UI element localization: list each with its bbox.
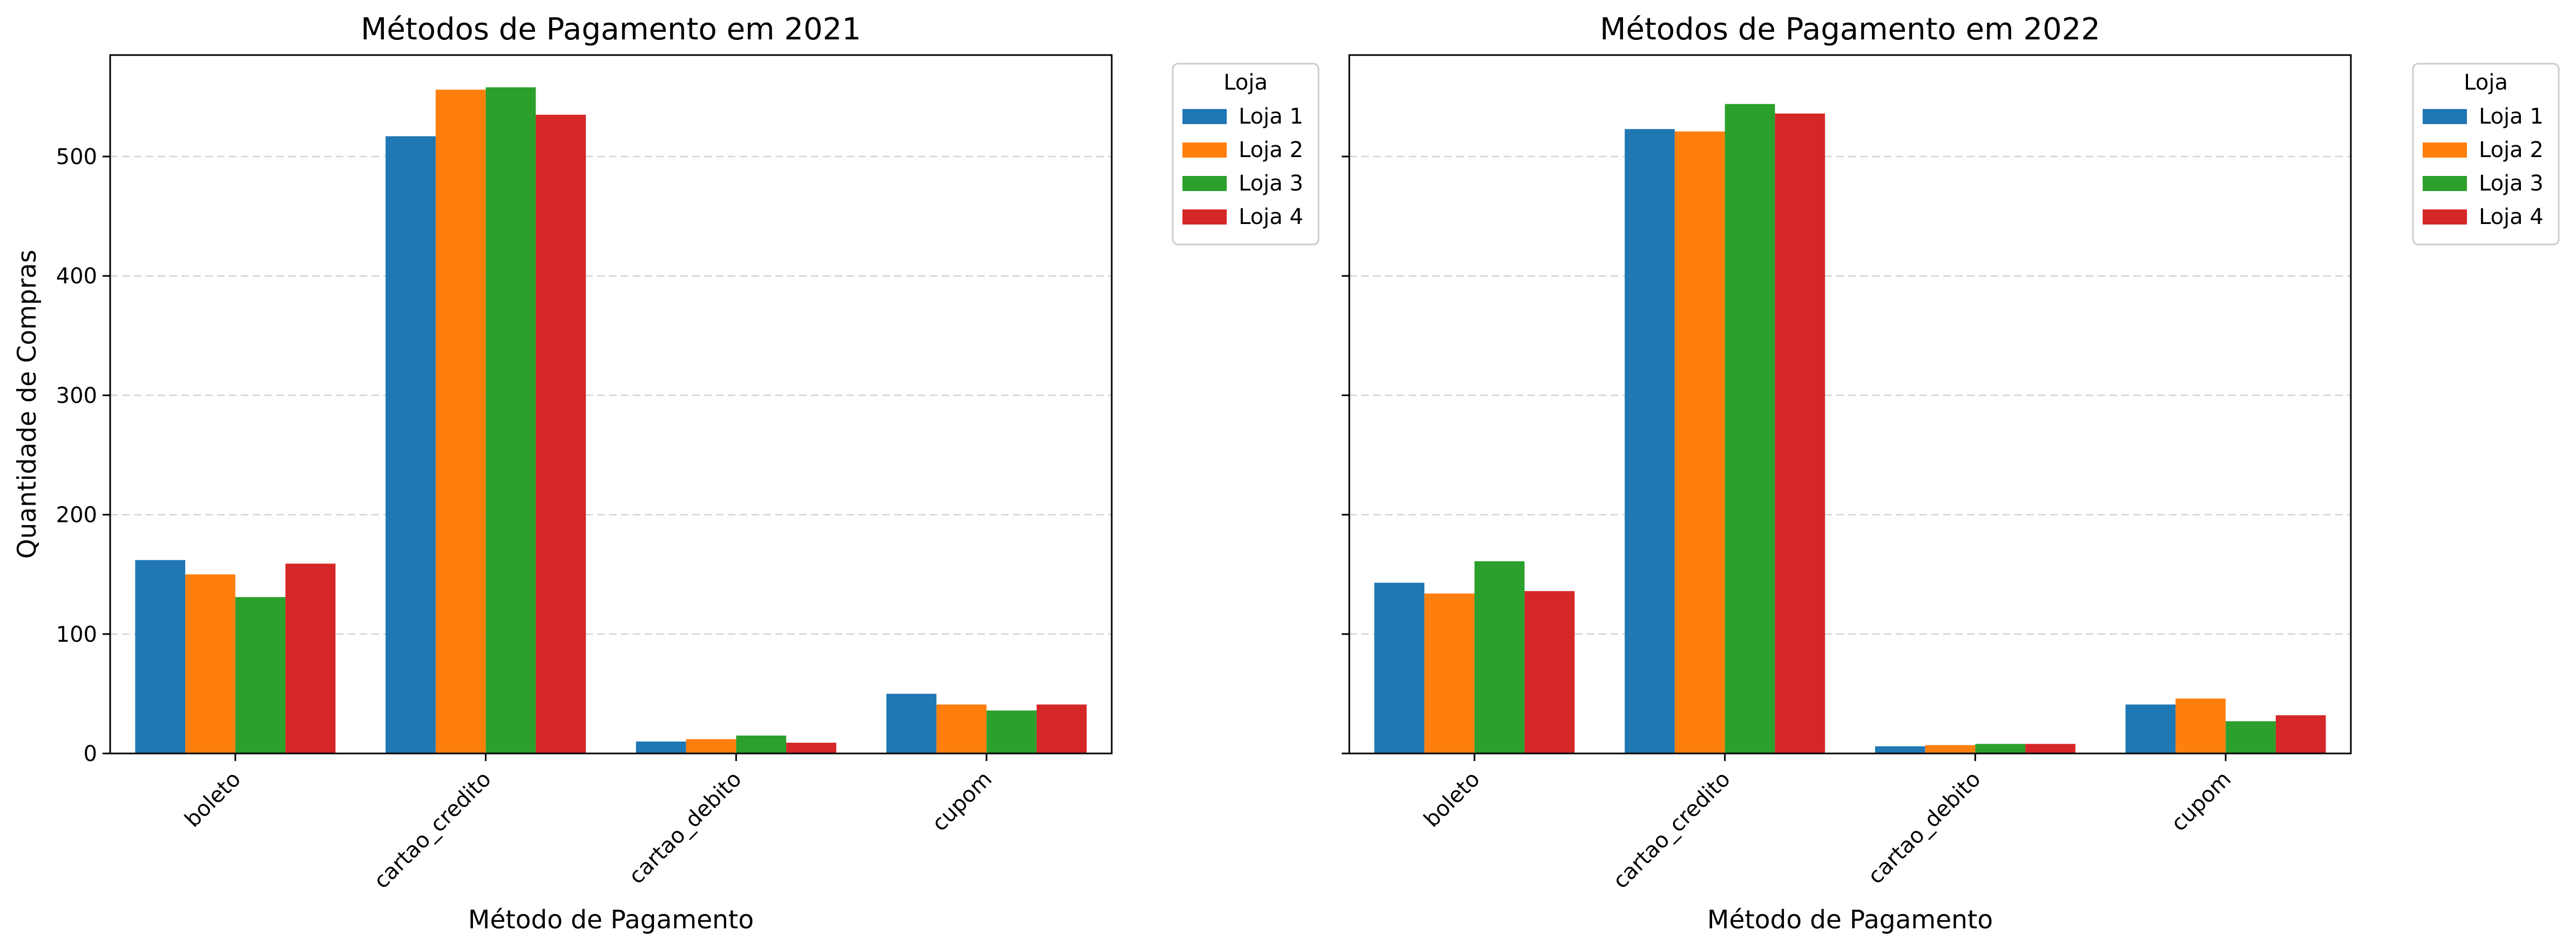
chart-title: Métodos de Pagamento em 2021 — [361, 12, 861, 47]
legend-frame — [1172, 63, 1320, 246]
legend-swatch — [1182, 109, 1227, 124]
legend: Loja Loja 1 Loja 2 Loja 3 Loja 4 — [2412, 63, 2560, 246]
bar — [2125, 704, 2176, 753]
legend-swatch — [2423, 209, 2467, 225]
bar — [1374, 582, 1425, 753]
bar — [1875, 746, 1925, 753]
bar — [2226, 721, 2276, 753]
bar — [1674, 131, 1725, 754]
legend-label: Loja 3 — [2479, 171, 2544, 196]
legend-label: Loja 2 — [2479, 138, 2544, 162]
bar — [936, 704, 987, 753]
bar — [1975, 744, 2026, 753]
bar — [1625, 129, 1675, 754]
legend-swatch — [1182, 209, 1227, 225]
bar — [1925, 745, 1976, 753]
bar — [1725, 104, 1775, 754]
y-tick-label: 300 — [56, 383, 97, 408]
y-tick-label: 500 — [56, 145, 97, 169]
legend-swatch — [1182, 142, 1227, 158]
legend-label: Loja 1 — [2479, 104, 2544, 129]
bar — [285, 563, 336, 753]
bar — [635, 741, 686, 753]
chart-title: Métodos de Pagamento em 2022 — [1600, 12, 2100, 47]
bar — [686, 739, 736, 753]
bar — [1775, 113, 1825, 753]
legend-title: Loja — [2464, 70, 2508, 95]
x-axis-label: Método de Pagamento — [1707, 905, 1993, 935]
legend-label: Loja 4 — [2479, 205, 2544, 229]
bar — [2275, 715, 2326, 753]
legend-label: Loja 2 — [1239, 138, 1303, 162]
legend-swatch — [2423, 176, 2467, 191]
bar — [386, 136, 436, 753]
legend-title: Loja — [1223, 70, 1268, 95]
legend-label: Loja 1 — [1239, 104, 1303, 129]
y-tick-label: 100 — [56, 622, 97, 647]
legend-swatch — [1182, 176, 1227, 191]
bar — [435, 90, 486, 754]
bar — [2175, 698, 2226, 753]
y-axis-label: Quantidade de Compras — [12, 250, 42, 559]
chart-panel-2: boleto cartao_credito cartao_debito cupomMé… — [1342, 12, 2560, 935]
bar — [2025, 744, 2075, 753]
legend-label: Loja 4 — [1239, 205, 1303, 229]
bar — [1424, 593, 1475, 753]
bar — [185, 574, 235, 753]
legend-swatch — [2423, 142, 2467, 158]
y-tick-label: 0 — [84, 742, 97, 766]
legend-swatch — [2423, 109, 2467, 124]
bar — [1474, 561, 1525, 753]
bar — [786, 743, 836, 753]
bar — [485, 87, 536, 753]
legend: Loja Loja 1 Loja 2 Loja 3 Loja 4 — [1172, 63, 1320, 246]
axes-frame — [1348, 54, 2352, 755]
bar — [536, 114, 586, 754]
bar — [986, 710, 1037, 753]
bar — [736, 735, 787, 753]
bar — [1524, 591, 1575, 753]
bar — [886, 694, 937, 753]
bar — [135, 560, 186, 753]
axes-frame — [109, 54, 1113, 755]
legend-frame — [2412, 63, 2560, 246]
bar — [1036, 704, 1087, 753]
x-axis-label: Método de Pagamento — [468, 905, 754, 935]
y-tick-label: 200 — [56, 503, 97, 528]
legend-label: Loja 3 — [1239, 171, 1303, 196]
bar — [235, 597, 286, 753]
y-tick-label: 400 — [56, 264, 97, 289]
